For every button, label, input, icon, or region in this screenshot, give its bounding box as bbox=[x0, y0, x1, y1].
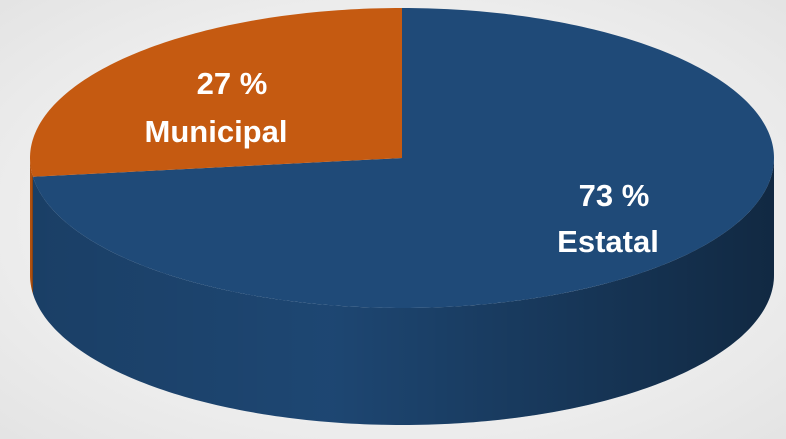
slice bbox=[30, 8, 402, 177]
slice-side-shade bbox=[30, 158, 33, 294]
category-label: Municipal bbox=[145, 114, 288, 149]
category-label: Estatal bbox=[557, 224, 659, 259]
slice-side-shade bbox=[32, 158, 774, 425]
value-label: 27 % bbox=[197, 66, 268, 101]
value-label: 73 % bbox=[579, 178, 650, 213]
slice bbox=[32, 8, 774, 308]
